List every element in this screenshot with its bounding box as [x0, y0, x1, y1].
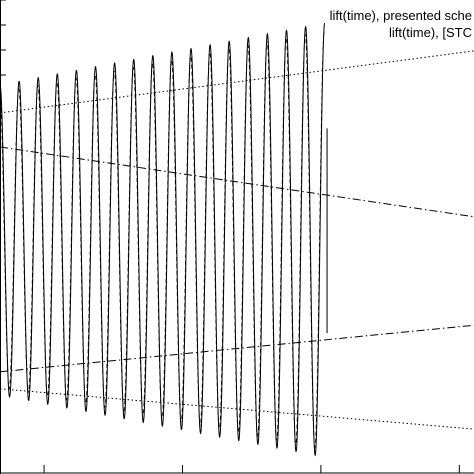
reference-line-2	[0, 388, 474, 430]
legend: lift(time), presented sche lift(time), […	[330, 8, 472, 40]
series-group	[0, 22, 328, 457]
reference-lines	[0, 50, 474, 430]
reference-line-3	[0, 146, 474, 218]
legend-entry-2: lift(time), [STC	[389, 25, 472, 40]
legend-entry-1: lift(time), presented sche	[330, 8, 472, 23]
series-line-1	[0, 22, 326, 457]
reference-line-4	[0, 324, 474, 373]
